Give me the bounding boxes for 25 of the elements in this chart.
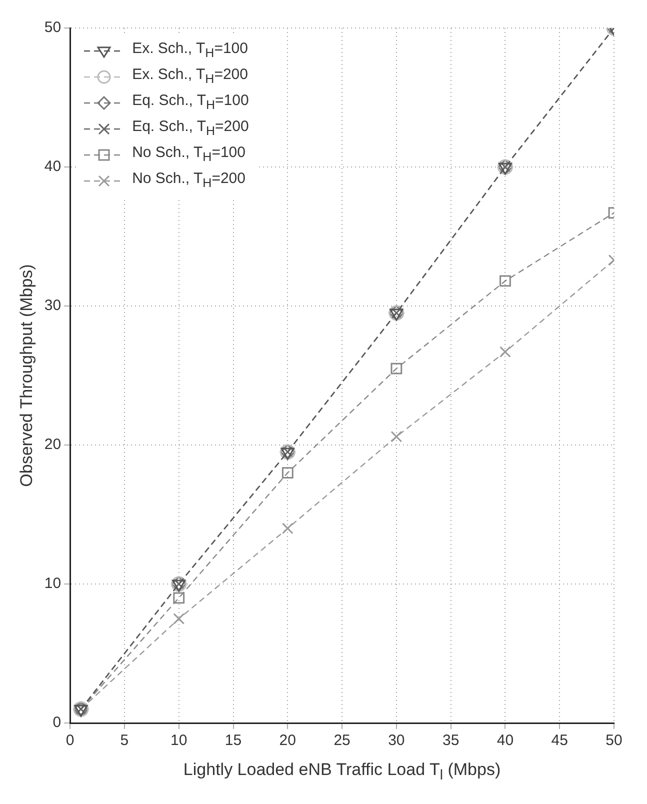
legend-label: Ex. Sch., T$_{H}$=100 [132,39,248,62]
x-tick-label: 10 [170,732,188,750]
x-tick-label: 25 [334,732,350,750]
x-tick-label: 0 [66,732,74,750]
x-tick-label: 35 [442,732,460,750]
y-axis-title: Observed Throughput (Mbps) [16,264,36,487]
legend-label: No Sch., T$_{H}$=200 [132,169,246,192]
x-tick-label: 20 [279,732,296,750]
x-tick-label: 40 [496,732,514,750]
legend-label: Eq. Sch., T$_{H}$=100 [132,91,249,114]
y-tick-label: 0 [52,714,62,732]
legend-label: No Sch., T$_{H}$=100 [132,143,246,166]
y-tick-label: 20 [44,436,62,454]
x-axis-title: Lightly Loaded eNB Traffic Load T$_{l}$ (Mbps) [182,760,502,784]
x-tick-label: 5 [120,732,129,750]
x-tick-label: 50 [606,732,622,750]
y-tick-label: 10 [44,575,62,592]
x-tick-label: 45 [551,732,568,750]
x-tick-label: 30 [388,732,405,750]
legend-label: Eq. Sch., T$_{H}$=200 [132,117,249,140]
x-tick-label: 15 [224,732,242,750]
y-tick-label: 30 [44,297,62,314]
legend-label: Ex. Sch., T$_{H}$=200 [132,65,248,88]
y-tick-label: 50 [44,19,62,36]
y-tick-label: 40 [44,158,62,176]
